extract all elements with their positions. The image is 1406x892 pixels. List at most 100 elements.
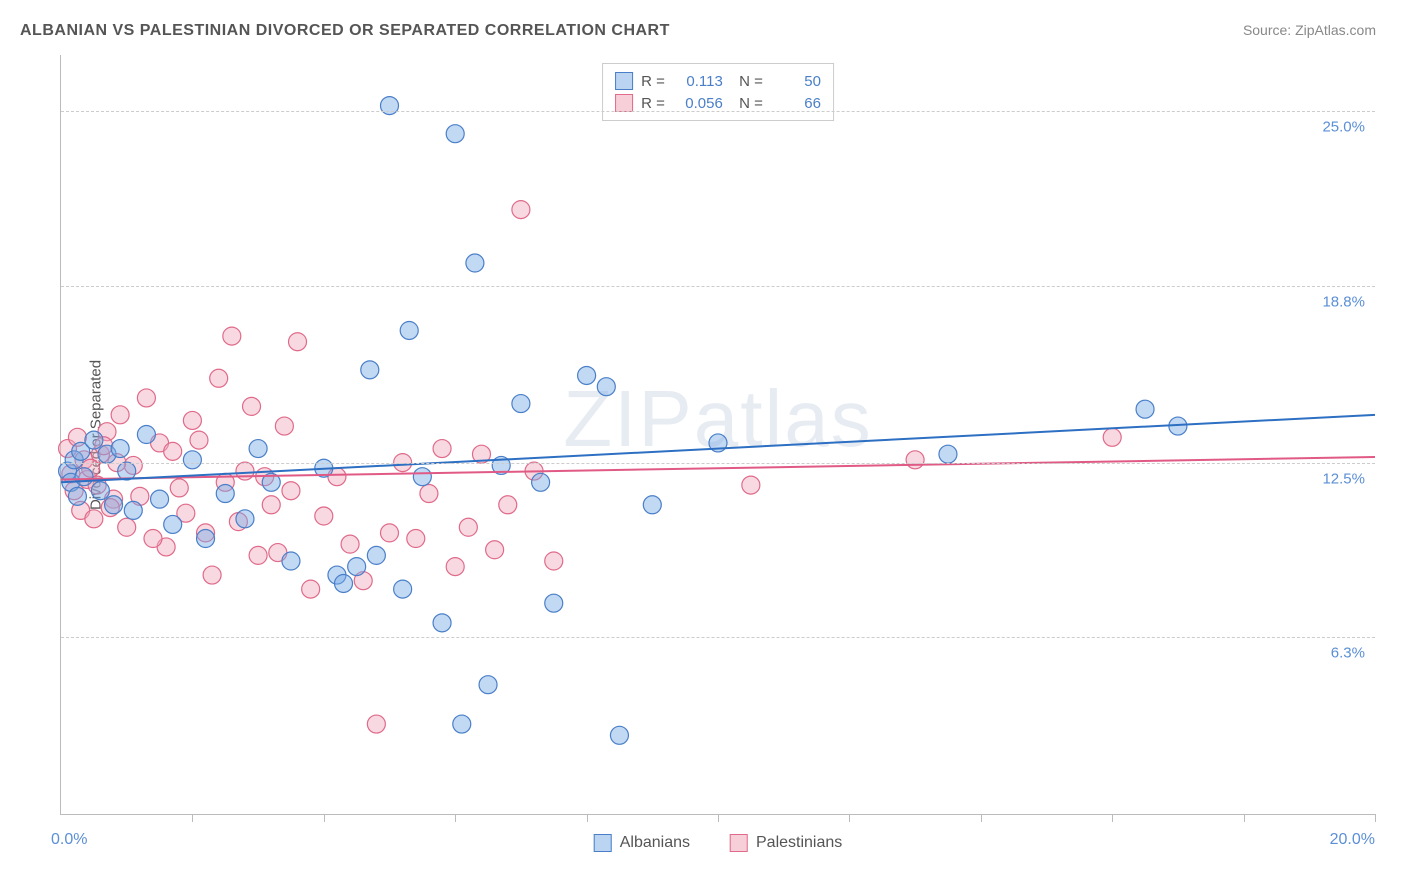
data-point (302, 580, 320, 598)
scatter-svg (61, 55, 1375, 814)
data-point (164, 442, 182, 460)
data-point (1136, 400, 1154, 418)
data-point (75, 468, 93, 486)
data-point (144, 530, 162, 548)
data-point (315, 507, 333, 525)
data-point (105, 496, 123, 514)
n-value-b: 66 (771, 95, 821, 112)
data-point (433, 440, 451, 458)
source-value: ZipAtlas.com (1295, 22, 1376, 38)
gridline (61, 286, 1375, 287)
x-tick (1375, 814, 1376, 822)
data-point (394, 580, 412, 598)
data-point (190, 431, 208, 449)
data-point (466, 254, 484, 272)
data-point (282, 552, 300, 570)
gridline (61, 463, 1375, 464)
x-tick (849, 814, 850, 822)
source-attribution: Source: ZipAtlas.com (1243, 22, 1376, 38)
data-point (197, 530, 215, 548)
x-tick (1112, 814, 1113, 822)
x-tick (718, 814, 719, 822)
legend-label: Albanians (620, 834, 690, 852)
data-point (400, 321, 418, 339)
data-point (164, 515, 182, 533)
data-point (137, 389, 155, 407)
data-point (597, 378, 615, 396)
data-point (91, 482, 109, 500)
data-point (137, 426, 155, 444)
y-tick-label: 6.3% (1331, 644, 1365, 661)
legend-label: Palestinians (756, 834, 842, 852)
y-tick-label: 12.5% (1322, 470, 1365, 487)
data-point (512, 201, 530, 219)
data-point (1103, 428, 1121, 446)
data-point (407, 530, 425, 548)
data-point (183, 411, 201, 429)
swatch-blue-icon (615, 72, 633, 90)
gridline (61, 637, 1375, 638)
data-point (486, 541, 504, 559)
x-tick (981, 814, 982, 822)
data-point (361, 361, 379, 379)
x-tick (587, 814, 588, 822)
data-point (367, 715, 385, 733)
source-label: Source: (1243, 22, 1295, 38)
data-point (111, 440, 129, 458)
chart-title: ALBANIAN VS PALESTINIAN DIVORCED OR SEPA… (20, 22, 670, 40)
data-point (433, 614, 451, 632)
n-value-a: 50 (771, 73, 821, 90)
legend-item-albanians: Albanians (594, 834, 690, 852)
x-tick (192, 814, 193, 822)
x-axis-end-label: 20.0% (1330, 831, 1375, 849)
data-point (68, 487, 86, 505)
data-point (348, 558, 366, 576)
data-point (262, 496, 280, 514)
swatch-pink-icon (730, 834, 748, 852)
x-tick (1244, 814, 1245, 822)
data-point (446, 125, 464, 143)
data-point (151, 490, 169, 508)
data-point (479, 676, 497, 694)
data-point (453, 715, 471, 733)
r-label: R = (641, 95, 665, 112)
data-point (243, 397, 261, 415)
data-point (275, 417, 293, 435)
data-point (939, 445, 957, 463)
data-point (420, 485, 438, 503)
data-point (111, 406, 129, 424)
r-value-a: 0.113 (673, 73, 723, 90)
n-label: N = (731, 73, 763, 90)
data-point (249, 440, 267, 458)
data-point (512, 395, 530, 413)
data-point (578, 366, 596, 384)
x-tick (324, 814, 325, 822)
data-point (216, 485, 234, 503)
legend-stats-box: R = 0.113 N = 50 R = 0.056 N = 66 (602, 63, 834, 121)
data-point (459, 518, 477, 536)
data-point (532, 473, 550, 491)
legend-stats-row-a: R = 0.113 N = 50 (615, 70, 821, 92)
n-label: N = (731, 95, 763, 112)
data-point (610, 726, 628, 744)
legend-item-palestinians: Palestinians (730, 834, 842, 852)
gridline (61, 111, 1375, 112)
y-tick-label: 18.8% (1322, 293, 1365, 310)
data-point (413, 468, 431, 486)
data-point (643, 496, 661, 514)
trend-line (61, 457, 1375, 479)
x-tick (455, 814, 456, 822)
data-point (335, 574, 353, 592)
data-point (203, 566, 221, 584)
data-point (499, 496, 517, 514)
r-value-b: 0.056 (673, 95, 723, 112)
data-point (249, 546, 267, 564)
data-point (381, 524, 399, 542)
data-point (341, 535, 359, 553)
y-tick-label: 25.0% (1322, 119, 1365, 136)
data-point (742, 476, 760, 494)
data-point (223, 327, 241, 345)
data-point (906, 451, 924, 469)
x-axis-start-label: 0.0% (51, 831, 87, 849)
data-point (545, 552, 563, 570)
